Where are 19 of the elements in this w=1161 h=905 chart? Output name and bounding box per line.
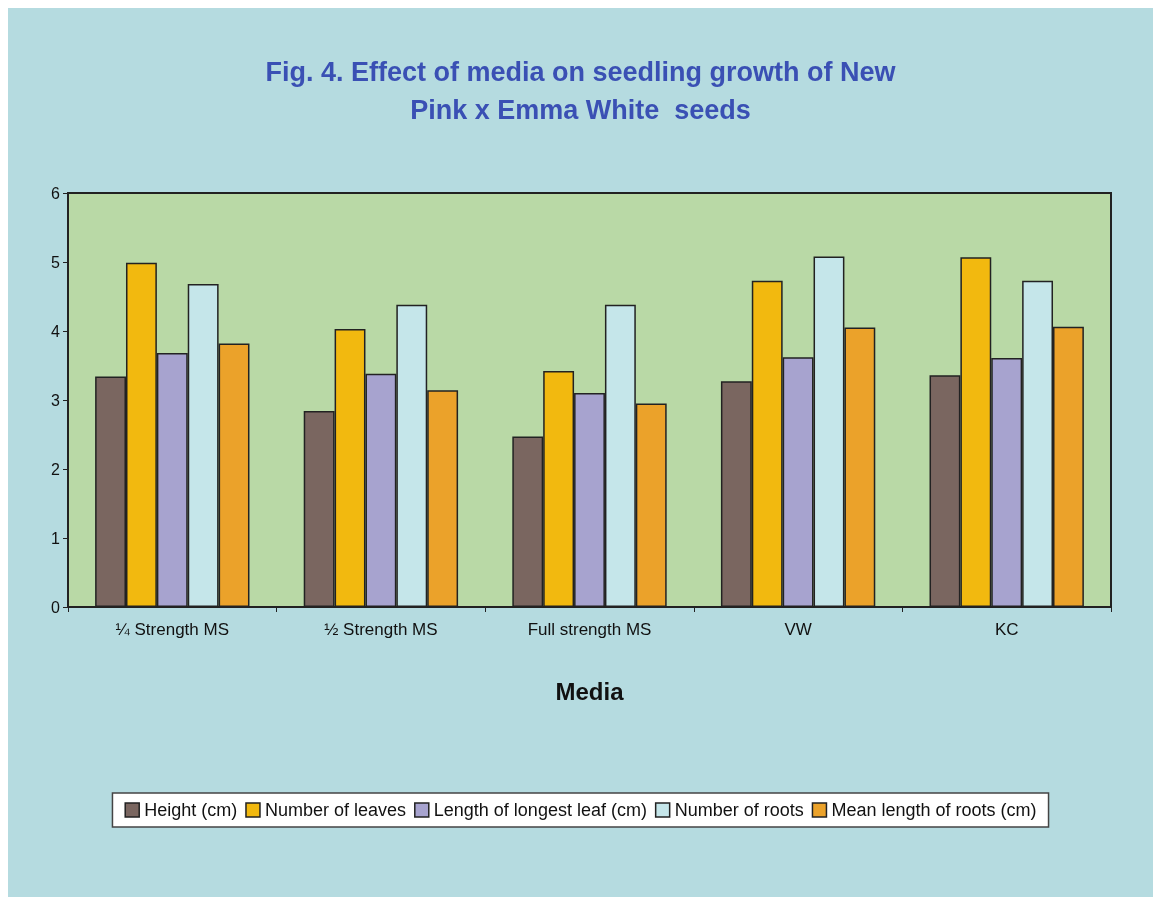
chart-title: Fig. 4. Effect of media on seedling growth of New Pink x Emma White seeds — [265, 57, 897, 125]
legend-label: Number of roots — [674, 800, 804, 820]
legend-label: Height (cm) — [144, 800, 238, 820]
x-tick-label: ¼ Strength MS — [115, 620, 229, 639]
x-tick-label: VW — [784, 620, 812, 639]
y-tick-label: 3 — [51, 391, 61, 409]
y-tick-label: 1 — [51, 529, 61, 547]
x-tick-label: KC — [994, 620, 1019, 639]
x-tick-label: Full strength MS — [527, 620, 652, 639]
y-tick-label: 4 — [51, 322, 61, 340]
x-tick-label: ½ Strength MS — [324, 620, 438, 639]
y-tick-label: 0 — [51, 598, 61, 616]
y-tick-label: 2 — [51, 460, 61, 478]
legend-label: Mean length of roots (cm) — [831, 800, 1037, 820]
y-tick-label: 5 — [51, 253, 61, 271]
x-axis-title: Media — [555, 677, 625, 705]
y-tick-label: 6 — [51, 184, 61, 202]
legend-label: Length of longest leaf (cm) — [433, 800, 647, 820]
legend-label: Number of leaves — [264, 800, 407, 820]
